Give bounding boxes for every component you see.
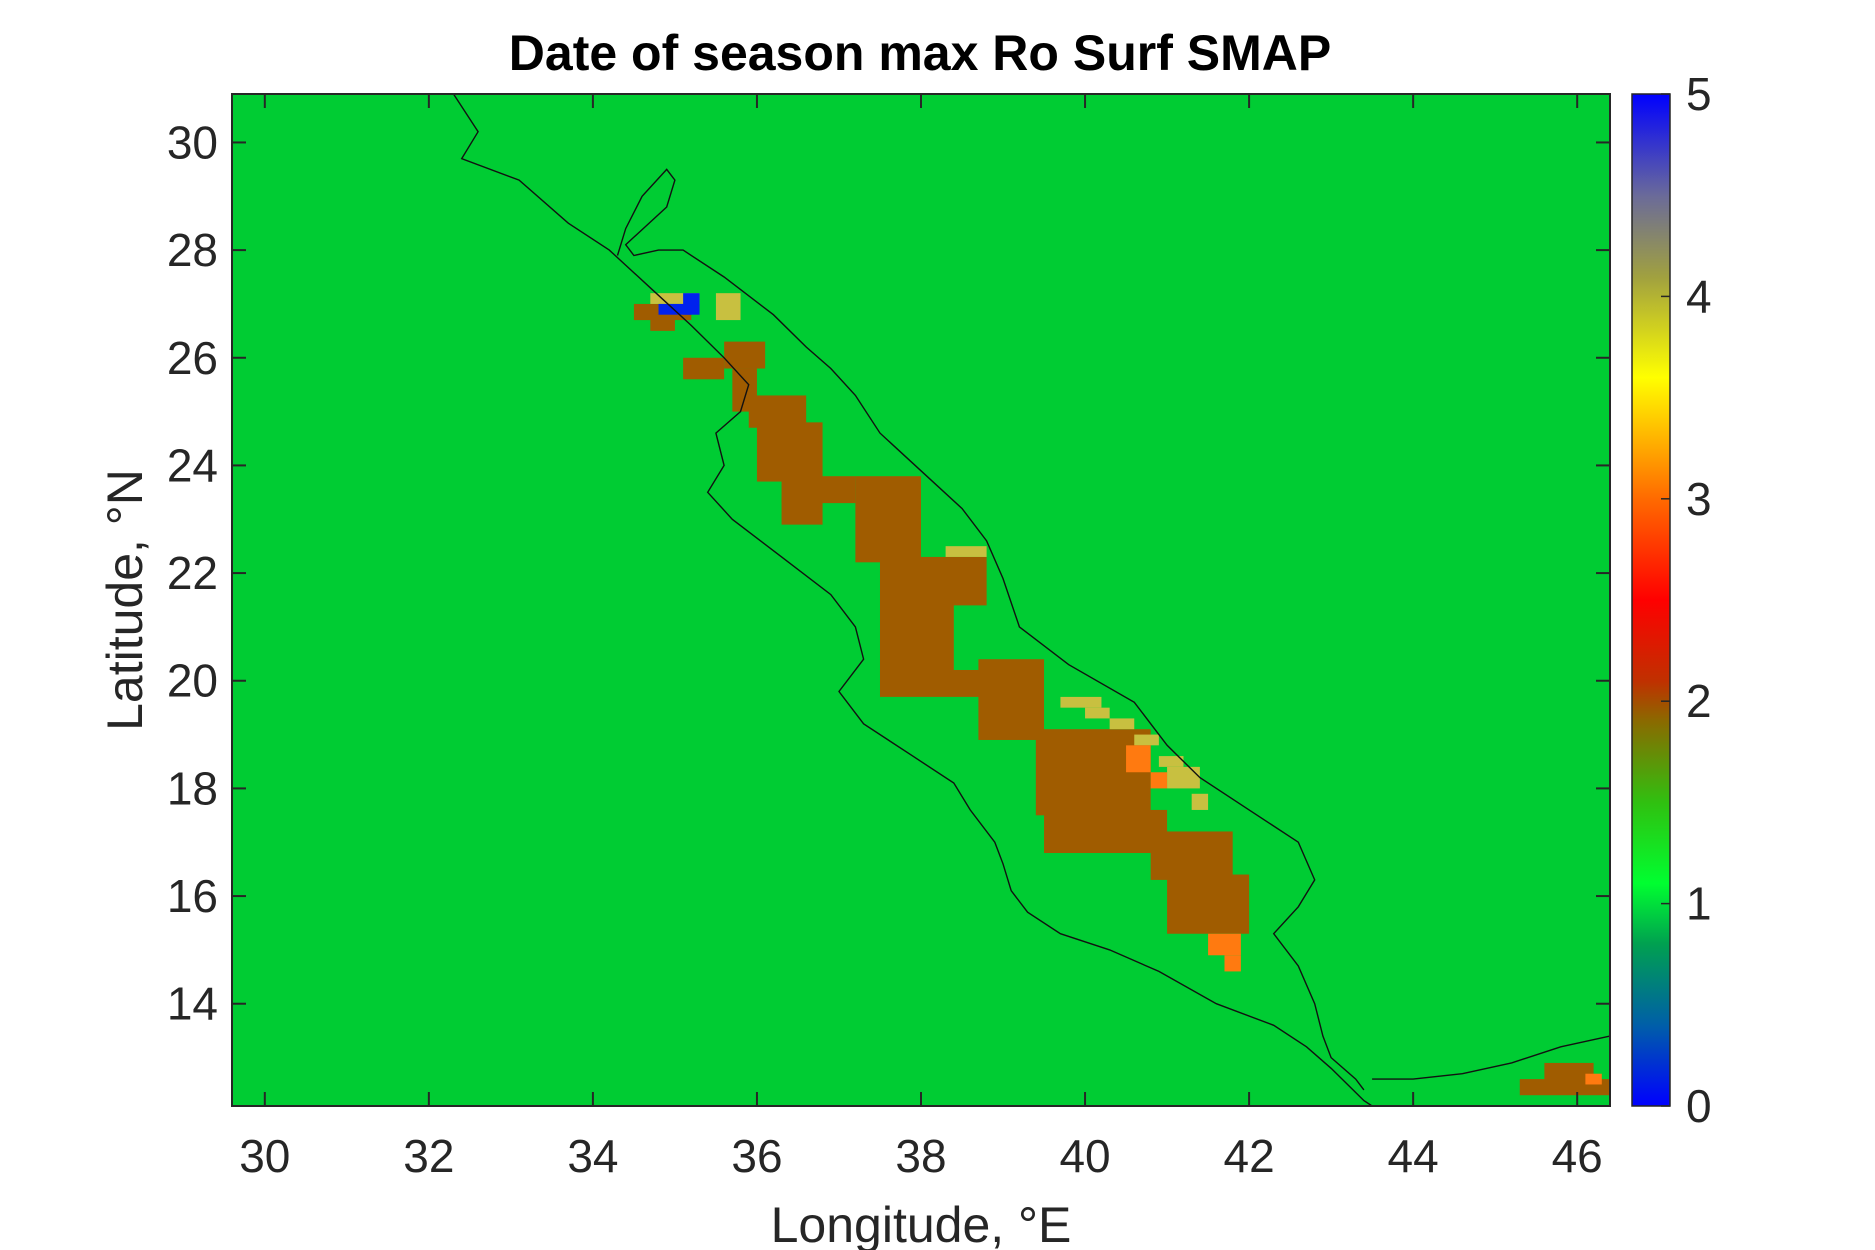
x-tick-label: 32 [403,1130,454,1182]
x-axis-title: Longitude, °E [771,1197,1072,1250]
y-tick-label: 28 [167,224,218,276]
heatmap-cell [1224,955,1241,972]
y-tick-label: 30 [167,116,218,168]
y-tick-label: 18 [167,762,218,814]
colorbar-tick-label: 4 [1686,270,1712,322]
y-tick-label: 20 [167,655,218,707]
x-tick-label: 38 [895,1130,946,1182]
heatmap-cell [879,556,954,676]
chart-title: Date of season max Ro Surf SMAP [509,25,1331,81]
coastline-gulf-of-aden-shore [1372,1035,1610,1080]
x-tick-label: 42 [1224,1130,1275,1182]
heatmap-cell [1134,734,1159,746]
colorbar-frame [1631,93,1671,1107]
x-axis: 30 32 34 36 38 40 42 44 46 [239,94,1603,1182]
heatmap-cell [1167,874,1250,934]
heatmap-cell [650,293,700,304]
heatmap-cell [1109,718,1135,730]
y-tick-label: 26 [167,332,218,384]
coastlines [452,94,1610,1106]
x-tick-label: 30 [239,1130,290,1182]
y-tick-label: 24 [167,439,218,491]
y-tick-label: 14 [167,978,218,1030]
heatmap-cell [650,314,675,331]
coastline-western-shore [452,94,1373,1106]
heatmap-cell [1585,1073,1602,1085]
x-tick-label: 44 [1388,1130,1439,1182]
heatmap-cell [724,341,766,369]
colorbar [1632,94,1670,1106]
x-tick-label: 34 [567,1130,618,1182]
heatmap-cell [1060,696,1102,708]
colorbar-ticks: 0 1 2 3 4 5 [1661,68,1712,1132]
x-tick-label: 36 [731,1130,782,1182]
heatmap-cell [1191,793,1209,810]
heatmap-cell [715,293,741,321]
colorbar-tick-label: 3 [1686,473,1712,525]
heatmap-cell [683,357,725,380]
y-tick-label: 16 [167,870,218,922]
heatmap-cell [978,659,1045,740]
heatmap-cell [1167,766,1200,789]
heatmap-cell [855,476,921,563]
colorbar-tick-label: 2 [1686,675,1712,727]
x-tick-label: 46 [1552,1130,1603,1182]
y-axis: 14 16 18 20 22 24 26 28 30 [167,116,1610,1030]
x-tick-label: 40 [1059,1130,1110,1182]
heatmap-cell [1044,809,1168,853]
colorbar-tick-label: 1 [1686,878,1712,930]
y-tick-label: 22 [167,547,218,599]
heatmap-cell [1158,756,1184,767]
coastline-eastern-shore [616,168,1365,1091]
y-axis-title: Latitude, °N [97,469,153,731]
heatmap-cell [781,497,823,525]
colorbar-tick-label: 5 [1686,68,1712,120]
heatmap-cell [945,546,987,557]
heatmap-cell [945,556,987,606]
heatmap-cell [1150,831,1233,880]
heatmap-cell [1150,772,1168,789]
heatmap-cell [1208,933,1241,956]
heatmap-cell [658,303,692,315]
heatmap-cell [1126,745,1151,773]
heatmap-cell [683,293,700,315]
heatmap-cells [633,293,1610,1096]
heatmap-cell [1085,707,1110,719]
heatmap-cell [879,669,995,697]
heatmap-cell [1544,1062,1594,1085]
heatmap-cell [756,422,823,482]
colorbar-tick-label: 0 [1686,1080,1712,1132]
